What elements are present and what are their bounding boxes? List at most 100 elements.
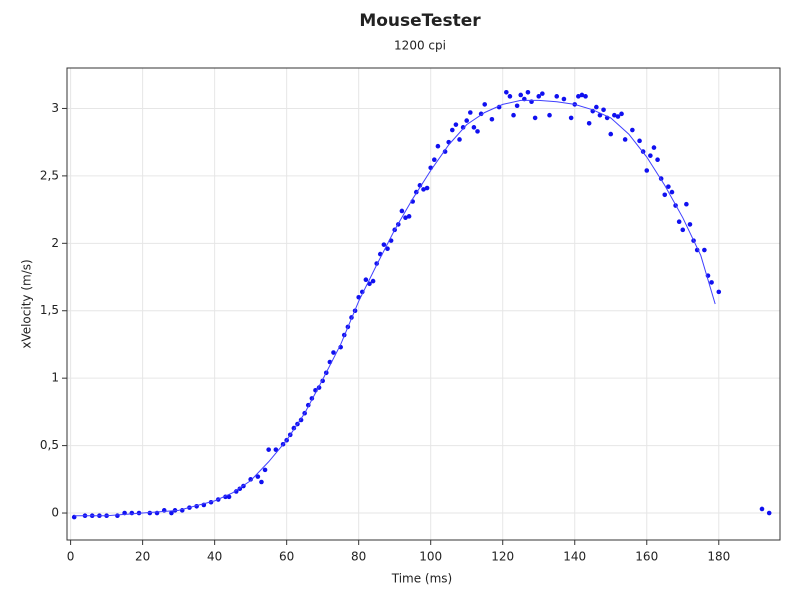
data-point — [259, 479, 264, 485]
data-point — [399, 208, 405, 214]
data-point — [507, 94, 513, 99]
data-point — [262, 467, 268, 473]
data-point — [622, 137, 628, 142]
data-point — [547, 112, 552, 118]
y-tick-label: 1 — [51, 371, 59, 385]
data-point — [385, 246, 390, 252]
data-point — [594, 104, 599, 110]
data-point — [511, 112, 516, 118]
data-point — [514, 103, 520, 109]
plot-frame — [66, 67, 781, 541]
data-point — [666, 184, 671, 189]
x-tick-label: 40 — [207, 550, 222, 564]
data-point — [759, 506, 765, 512]
line — [74, 99, 716, 517]
data-point — [406, 214, 412, 219]
data-point — [403, 215, 408, 220]
data-point — [482, 102, 488, 107]
data-point — [608, 131, 614, 137]
data-point — [453, 122, 459, 127]
data-point — [648, 153, 653, 158]
data-point — [432, 157, 437, 163]
x-tick-label: 140 — [563, 550, 586, 564]
data-point — [475, 129, 480, 134]
data-point — [115, 513, 120, 519]
data-point — [709, 280, 714, 285]
x-tick-label: 0 — [67, 550, 75, 564]
data-point — [662, 192, 668, 198]
data-point — [255, 474, 261, 479]
data-point — [716, 289, 722, 295]
data-point — [504, 89, 509, 95]
y-tick-label: 2,5 — [40, 168, 59, 182]
data-point — [687, 222, 693, 227]
x-tick-label: 120 — [491, 550, 514, 564]
data-point — [464, 118, 470, 123]
data-point — [233, 489, 239, 494]
x-tick-label: 160 — [635, 550, 658, 564]
data-point — [525, 89, 531, 95]
data-point — [518, 92, 524, 98]
data-point — [363, 277, 369, 283]
x-tick-label: 60 — [279, 550, 294, 564]
y-tick-label: 0 — [51, 506, 59, 520]
data-point — [532, 115, 538, 121]
data-point — [266, 447, 271, 452]
y-tick-label: 2 — [51, 236, 59, 250]
data-point — [381, 242, 387, 247]
y-tick-label: 3 — [51, 101, 59, 115]
data-point — [460, 125, 466, 130]
data-point — [612, 112, 617, 118]
data-point — [766, 510, 772, 516]
data-point — [450, 127, 455, 133]
x-tick-label: 20 — [135, 550, 150, 564]
data-point — [619, 111, 624, 117]
data-point — [630, 127, 635, 133]
data-point — [421, 187, 426, 192]
data-point — [424, 185, 430, 191]
data-point — [651, 145, 657, 150]
data-point — [435, 143, 441, 149]
chart-subtitle: 1200 cpi — [394, 39, 446, 53]
data-point — [147, 510, 153, 516]
data-point — [615, 114, 621, 119]
x-tick-label: 100 — [419, 550, 442, 564]
data-point — [536, 94, 542, 99]
data-point — [680, 227, 686, 233]
y-axis-label: xVelocity (m/s) — [20, 259, 34, 348]
y-tick-label: 0,5 — [40, 438, 59, 452]
data-point — [129, 510, 135, 516]
data-point — [586, 120, 592, 126]
data-point — [540, 91, 545, 96]
data-point — [655, 157, 660, 163]
data-point — [702, 247, 707, 253]
data-point — [676, 219, 682, 225]
data-point — [226, 494, 232, 500]
x-axis-label: Time (ms) — [391, 572, 453, 586]
data-point — [248, 477, 253, 482]
grid — [67, 68, 780, 540]
data-point — [478, 111, 484, 117]
data-point — [442, 149, 448, 154]
data-point — [684, 201, 689, 207]
plot — [71, 89, 772, 520]
data-point — [568, 115, 574, 121]
data-point — [471, 125, 477, 130]
data-point — [554, 94, 560, 99]
data-point — [561, 96, 567, 102]
data-point — [583, 94, 588, 99]
data-point — [637, 138, 642, 144]
data-point — [468, 110, 473, 115]
data-point — [489, 116, 495, 122]
x-tick-label: 180 — [707, 550, 730, 564]
y-tick-label: 1,5 — [40, 303, 59, 317]
data-point — [370, 278, 376, 284]
data-point — [576, 94, 581, 99]
data-point — [644, 168, 650, 173]
data-point — [169, 510, 174, 516]
data-point — [579, 92, 585, 98]
chart-title: MouseTester — [359, 11, 481, 31]
x-tick-label: 80 — [351, 550, 366, 564]
